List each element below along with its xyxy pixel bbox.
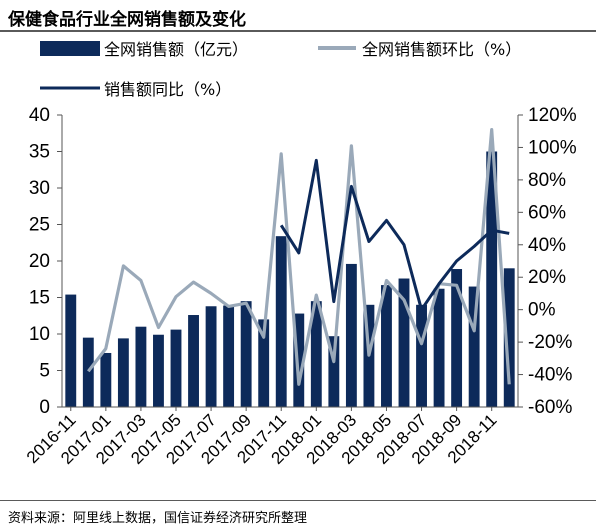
y-left-tick-label: 40 bbox=[29, 105, 50, 126]
bar bbox=[451, 269, 463, 407]
y-right-tick-label: 20% bbox=[528, 267, 566, 288]
y-right-tick-label: 80% bbox=[528, 170, 566, 191]
line-yoy bbox=[279, 158, 510, 312]
y-left-tick-label: 30 bbox=[29, 178, 50, 199]
bar bbox=[240, 301, 252, 407]
bar bbox=[328, 336, 340, 407]
y-left-tick-label: 10 bbox=[29, 324, 50, 345]
y-right-tick-label: 60% bbox=[528, 202, 566, 223]
y-right-tick-label: 120% bbox=[528, 105, 577, 126]
bar bbox=[310, 301, 322, 407]
y-right-tick-label: 40% bbox=[528, 235, 566, 256]
bar bbox=[345, 263, 357, 407]
source-rule bbox=[0, 500, 596, 501]
combo-chart: 全网销售额（亿元） 全网销售额环比（%） 销售额同比（%） 0 5 10 15 20 25 30… bbox=[23, 40, 577, 468]
bar bbox=[258, 319, 270, 407]
bar bbox=[223, 305, 235, 407]
y-left-tick-label: 15 bbox=[29, 288, 50, 309]
bar bbox=[486, 151, 498, 407]
bar bbox=[205, 306, 217, 407]
bar bbox=[275, 236, 287, 407]
bar bbox=[188, 315, 199, 407]
y-left-tick-label: 0 bbox=[39, 397, 50, 418]
bar bbox=[381, 285, 392, 407]
legend-label-sales: 全网销售额（亿元） bbox=[104, 40, 248, 59]
bar bbox=[468, 286, 480, 407]
legend-swatch-sales bbox=[40, 41, 100, 56]
source-note: 资料来源：阿里线上数据，国信证券经济研究所整理 bbox=[8, 511, 308, 526]
y-right-tick-label: -20% bbox=[528, 332, 572, 353]
y-right-tick-label: -60% bbox=[528, 397, 572, 418]
y-right-tick-label: -40% bbox=[528, 365, 572, 386]
y-left-tick-label: 25 bbox=[29, 215, 50, 236]
y-left-tick-label: 20 bbox=[29, 251, 50, 272]
bar bbox=[65, 294, 77, 407]
bar bbox=[503, 268, 515, 407]
bar bbox=[82, 337, 94, 407]
y-left-tick-label: 35 bbox=[29, 142, 50, 163]
bar bbox=[135, 326, 147, 407]
bar bbox=[433, 288, 445, 407]
bar bbox=[117, 338, 129, 407]
bar bbox=[170, 329, 182, 407]
title-rule bbox=[0, 30, 596, 32]
y-right-tick-label: 0% bbox=[528, 300, 556, 321]
legend-label-yoy: 销售额同比（%） bbox=[104, 80, 231, 99]
y-right-tick-label: 100% bbox=[528, 137, 577, 158]
bar bbox=[293, 313, 305, 407]
bar bbox=[100, 352, 112, 407]
legend: 全网销售额（亿元） 全网销售额环比（%） 销售额同比（%） bbox=[40, 40, 521, 99]
bar bbox=[416, 304, 427, 407]
legend-label-mom: 全网销售额环比（%） bbox=[362, 40, 521, 59]
y-left-tick-label: 5 bbox=[39, 361, 50, 382]
bar bbox=[398, 278, 410, 407]
chart-title: 保健食品行业全网销售额及变化 bbox=[8, 10, 246, 30]
bar bbox=[153, 334, 164, 407]
lines-layer bbox=[87, 128, 511, 386]
